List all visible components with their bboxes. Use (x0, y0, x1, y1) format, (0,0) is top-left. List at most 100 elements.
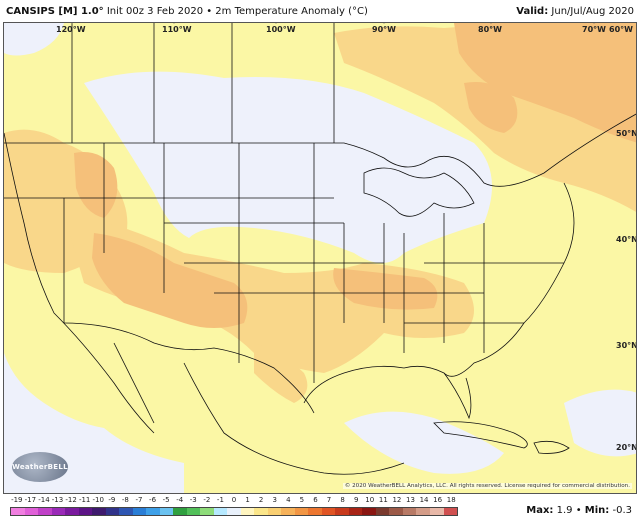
colorbar-swatch (213, 508, 228, 515)
lat-label-30n: 30°N (616, 341, 637, 350)
valid-label: Valid: (516, 5, 549, 17)
min-value: -0.3 (612, 505, 632, 516)
colorbar-swatch (173, 508, 187, 515)
colorbar-swatch (65, 508, 79, 515)
colorbar-tick-label: -3 (189, 496, 197, 504)
colorbar-swatch (321, 508, 336, 515)
colorbar-tick-label: 5 (299, 496, 305, 504)
colorbar-tick-label: -13 (51, 496, 64, 504)
maxmin-separator: • (575, 505, 582, 516)
colorbar-swatch (281, 508, 295, 515)
lat-label-40n: 40°N (616, 235, 637, 244)
colorbar-swatch (362, 508, 376, 515)
lon-label-80w: 80°W (478, 25, 502, 34)
colorbar-labels: -19 -17 -14 -13 -12 -11 -10 -9 -8 -7 -6 -5 -4 -3 -2 -1 0… (10, 496, 458, 506)
colorbar-tick-label: 9 (353, 496, 359, 504)
colorbar-swatch (227, 508, 241, 515)
colorbar-swatch (335, 508, 349, 515)
colorbar-tick-label: 12 (392, 496, 402, 504)
lat-label-50n: 50°N (616, 129, 637, 138)
colorbar-tick-label: -17 (24, 496, 37, 504)
lat-label-20n: 20°N (616, 443, 637, 452)
colorbar-swatch (92, 508, 106, 515)
colorbar-tick-label: 13 (406, 496, 415, 504)
colorbar-swatch (78, 508, 93, 515)
map-canvas (4, 23, 636, 493)
lon-label-110w: 110°W (162, 25, 192, 34)
max-value: 1.9 (556, 505, 573, 516)
color-legend: -19 -17 -14 -13 -12 -11 -10 -9 -8 -7 -6 -5 -4 -3 -2 -1 0… (0, 495, 640, 526)
colorbar-swatch (402, 508, 417, 515)
colorbar-tick-label: -7 (135, 496, 143, 504)
warm-mid-regions (74, 23, 636, 328)
valid-value: Jun/Jul/Aug 2020 (551, 5, 634, 17)
colorbar-tick-label: 18 (446, 496, 456, 504)
colorbar-tick-label: 7 (326, 496, 332, 504)
lon-label-100w: 100°W (266, 25, 296, 34)
colorbar-swatch (146, 508, 160, 515)
colorbar (10, 507, 458, 516)
model-name: CANSIPS [M] 1.0° (6, 5, 104, 17)
colorbar-swatch (159, 508, 174, 515)
header-subtitle: Init 00z 3 Feb 2020 • 2m Temperature Ano… (106, 5, 368, 17)
colorbar-tick-label: 2 (258, 496, 264, 504)
colorbar-swatch (416, 508, 430, 515)
colorbar-swatch (105, 508, 120, 515)
valid-period: Valid: Jun/Jul/Aug 2020 (516, 6, 634, 17)
anomaly-map: 120°W 110°W 100°W 90°W 80°W 70°W 60°W 50… (3, 22, 637, 494)
colorbar-tick-label: 10 (365, 496, 375, 504)
colorbar-swatch (348, 508, 363, 515)
colorbar-tick-label: 8 (340, 496, 345, 504)
colorbar-swatch (119, 508, 133, 515)
colorbar-swatch (294, 508, 309, 515)
colorbar-tick-label: -10 (92, 496, 104, 504)
colorbar-swatch (254, 508, 268, 515)
colorbar-tick-label: 4 (286, 496, 291, 504)
lon-label-120w: 120°W (56, 25, 86, 34)
colorbar-tick-label: 1 (245, 496, 250, 504)
colorbar-tick-label: -12 (65, 496, 77, 504)
lon-label-60w: 60°W (609, 25, 633, 34)
colorbar-swatch (308, 508, 322, 515)
colorbar-tick-label: 14 (419, 496, 429, 504)
colorbar-tick-label: 6 (313, 496, 318, 504)
colorbar-swatch (51, 508, 66, 515)
colorbar-tick-label: -11 (78, 496, 91, 504)
colorbar-tick-label: 11 (378, 496, 388, 504)
colorbar-tick-label: -19 (11, 496, 23, 504)
colorbar-swatch (389, 508, 403, 515)
colorbar-swatch (186, 508, 201, 515)
colorbar-swatch (267, 508, 282, 515)
colorbar-tick-label: 0 (231, 496, 237, 504)
weatherbell-logo: WeatherBELL (12, 452, 68, 482)
map-header: CANSIPS [M] 1.0° Init 00z 3 Feb 2020 • 2… (0, 0, 640, 22)
colorbar-swatch (24, 508, 39, 515)
colorbar-tick-label: -9 (108, 496, 116, 504)
colorbar-tick-label: -4 (176, 496, 184, 504)
colorbar-tick-label: 16 (433, 496, 443, 504)
copyright-notice: © 2020 WeatherBELL Analytics, LLC. All r… (342, 483, 632, 489)
min-label: Min: (584, 505, 610, 516)
colorbar-swatch (132, 508, 147, 515)
colorbar-swatch (443, 508, 458, 515)
colorbar-swatch (11, 508, 25, 515)
max-min-readout: Max: 1.9 • Min: -0.3 (526, 505, 632, 516)
lon-label-70w: 70°W (582, 25, 606, 34)
colorbar-tick-label: 3 (272, 496, 277, 504)
colorbar-tick-label: -2 (203, 496, 211, 504)
colorbar-swatch (429, 508, 444, 515)
colorbar-tick-label: -8 (121, 496, 129, 504)
colorbar-tick-label: -1 (216, 496, 224, 504)
colorbar-tick-label: -6 (149, 496, 157, 504)
colorbar-swatch (375, 508, 390, 515)
header-title: CANSIPS [M] 1.0° Init 00z 3 Feb 2020 • 2… (6, 6, 516, 17)
lon-label-90w: 90°W (372, 25, 396, 34)
colorbar-swatch (200, 508, 214, 515)
max-label: Max: (526, 505, 554, 516)
political-borders (4, 23, 636, 475)
colorbar-swatch (240, 508, 255, 515)
colorbar-tick-label: -5 (162, 496, 170, 504)
logo-text: WeatherBELL (12, 463, 68, 471)
colorbar-tick-label: -14 (38, 496, 50, 504)
graticule (71, 23, 595, 31)
